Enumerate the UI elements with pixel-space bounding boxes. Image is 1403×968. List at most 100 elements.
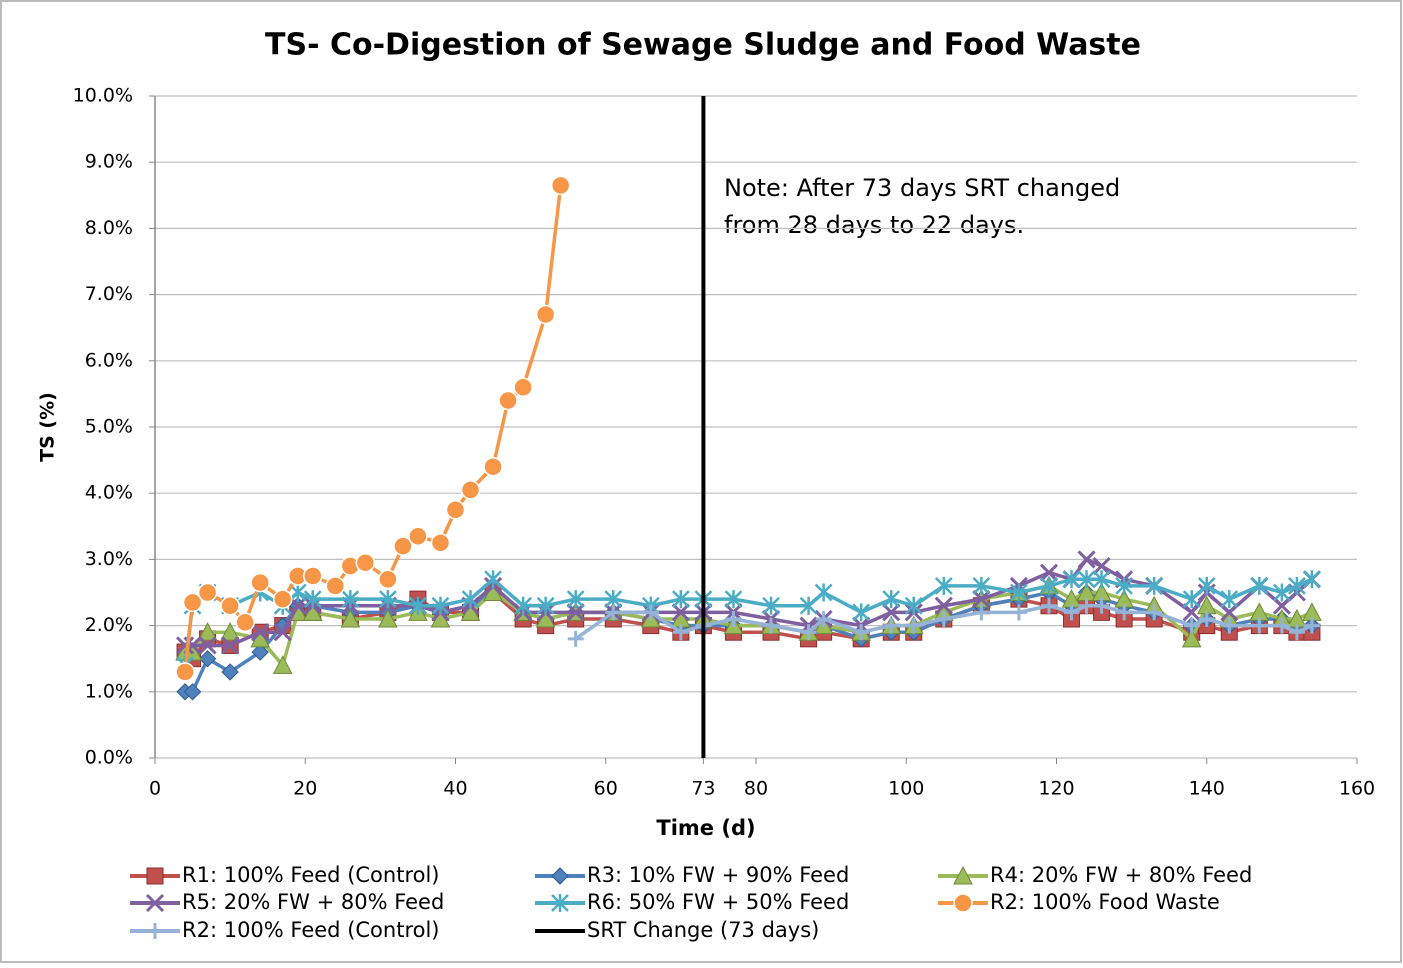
marker xyxy=(1183,617,1200,634)
marker xyxy=(183,683,202,701)
marker xyxy=(1093,597,1110,614)
x-tick-label: 0 xyxy=(149,778,161,800)
marker xyxy=(445,500,466,520)
y-tick-label: 2.0% xyxy=(85,614,133,636)
marker xyxy=(814,583,833,602)
marker xyxy=(430,533,451,553)
x-tick-label: 120 xyxy=(1038,778,1074,800)
legend-label: R2: 100% Food Waste xyxy=(990,890,1220,914)
marker xyxy=(146,867,164,885)
marker xyxy=(1220,603,1239,622)
marker xyxy=(1010,583,1028,602)
marker xyxy=(1145,576,1164,595)
marker xyxy=(800,624,817,641)
marker xyxy=(460,480,481,500)
x-tick-label: 100 xyxy=(888,778,924,800)
marker xyxy=(409,596,427,615)
marker xyxy=(498,390,518,411)
marker xyxy=(852,603,871,622)
x-tick-label: 140 xyxy=(1189,778,1225,800)
marker xyxy=(905,617,922,634)
marker xyxy=(197,622,218,641)
marker xyxy=(815,610,832,627)
marker xyxy=(1182,590,1201,609)
marker xyxy=(551,894,569,912)
marker xyxy=(724,590,743,609)
legend-label: R3: 10% FW + 90% Feed xyxy=(587,863,849,887)
marker xyxy=(379,590,397,609)
marker xyxy=(198,636,217,655)
marker xyxy=(1250,576,1269,595)
y-axis-label: TS (%) xyxy=(37,392,59,462)
marker xyxy=(972,590,991,609)
marker xyxy=(883,617,900,634)
marker xyxy=(762,596,780,615)
marker xyxy=(1092,570,1111,589)
marker xyxy=(484,570,502,589)
y-tick-label: 4.0% xyxy=(85,482,133,504)
x-tick-label: 60 xyxy=(594,778,618,800)
marker xyxy=(1077,550,1096,569)
marker xyxy=(250,572,270,593)
x-axis-label: Time (d) xyxy=(656,816,755,840)
marker xyxy=(378,608,398,628)
x-tick-label: 40 xyxy=(443,778,467,800)
legend-label: R1: 100% Feed (Control) xyxy=(182,863,440,887)
marker xyxy=(1010,604,1027,621)
marker xyxy=(272,655,293,674)
chart-title: TS- Co-Digestion of Sewage Sludge and Fo… xyxy=(265,28,1141,63)
marker xyxy=(672,624,689,641)
y-tick-label: 8.0% xyxy=(85,217,133,239)
marker xyxy=(1221,617,1238,634)
series-line xyxy=(183,576,1313,666)
marker xyxy=(220,595,240,616)
marker xyxy=(1092,556,1111,576)
marker xyxy=(1078,597,1095,614)
x-tick-label: 160 xyxy=(1339,778,1375,800)
annotation: from 28 days to 22 days. xyxy=(724,211,1024,239)
marker xyxy=(378,569,398,590)
marker xyxy=(904,596,923,615)
marker xyxy=(763,617,780,634)
marker xyxy=(1039,563,1059,582)
marker xyxy=(514,596,532,615)
marker xyxy=(1220,590,1239,609)
marker xyxy=(220,622,240,641)
marker xyxy=(1303,617,1320,634)
y-tick-label: 7.0% xyxy=(85,283,133,305)
legend-label: R6: 50% FW + 50% Feed xyxy=(587,890,849,914)
marker xyxy=(513,377,533,398)
series xyxy=(175,175,571,682)
marker xyxy=(1077,570,1096,589)
marker xyxy=(566,590,585,609)
marker xyxy=(197,582,218,603)
marker xyxy=(182,592,203,613)
marker xyxy=(251,643,269,661)
legend-label: R4: 20% FW + 80% Feed xyxy=(990,863,1252,887)
marker xyxy=(1288,624,1305,641)
marker xyxy=(483,456,503,477)
marker xyxy=(1040,597,1057,614)
marker xyxy=(973,604,990,621)
legend-label: SRT Change (73 days) xyxy=(587,918,819,942)
marker xyxy=(853,624,870,641)
marker xyxy=(566,603,585,622)
marker xyxy=(1198,610,1215,627)
x-tick-label: 20 xyxy=(293,778,317,800)
marker xyxy=(1273,617,1290,634)
marker xyxy=(175,636,195,655)
marker xyxy=(431,596,450,615)
legend-label: R2: 100% Feed (Control) xyxy=(182,918,440,942)
marker xyxy=(408,526,428,546)
marker xyxy=(175,662,195,682)
marker xyxy=(461,590,480,609)
marker xyxy=(303,590,322,609)
marker xyxy=(934,596,953,615)
marker xyxy=(605,604,622,621)
marker xyxy=(325,576,346,596)
marker xyxy=(882,590,901,609)
marker xyxy=(1040,576,1058,595)
marker xyxy=(935,610,952,627)
y-tick-label: 5.0% xyxy=(85,416,133,438)
